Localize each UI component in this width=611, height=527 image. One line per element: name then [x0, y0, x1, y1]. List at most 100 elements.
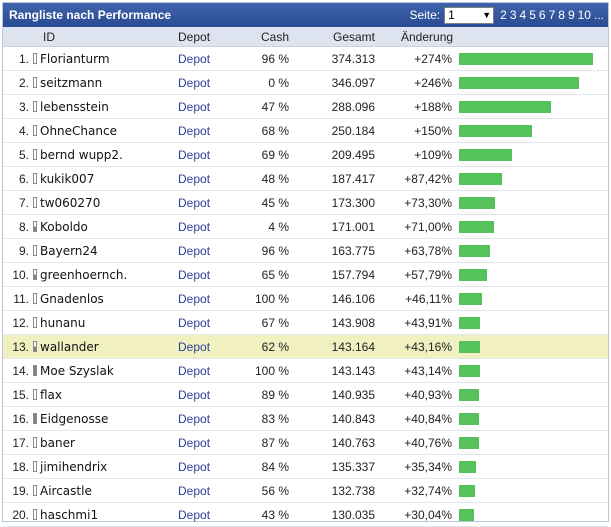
depot-link[interactable]: Depot — [178, 51, 211, 66]
user-name-link[interactable]: seitzmann — [40, 75, 103, 90]
id-cell: flax — [33, 388, 175, 402]
user-name-link[interactable]: bernd wupp2. — [40, 147, 123, 162]
rank-cell: 5. — [18, 147, 29, 162]
change-cell: +274% — [414, 51, 452, 66]
change-cell: +73,30% — [404, 195, 452, 210]
depot-link[interactable]: Depot — [178, 483, 211, 498]
id-column-header[interactable]: ID — [43, 29, 55, 44]
user-name-link[interactable]: jimihendrix — [40, 459, 108, 474]
user-name-link[interactable]: Koboldo — [40, 219, 88, 234]
cash-level-icon — [33, 293, 37, 304]
table-row: 7. tw060270 Depot 45 % 173.300 +73,30% — [3, 191, 608, 215]
cash-level-icon — [33, 437, 37, 448]
total-column-header[interactable]: Gesamt — [332, 29, 375, 44]
total-cell: 135.337 — [331, 459, 375, 474]
change-cell: +63,78% — [404, 243, 452, 258]
user-name-link[interactable]: flax — [40, 387, 63, 402]
total-cell: 374.313 — [331, 51, 375, 66]
user-name-link[interactable]: lebensstein — [40, 99, 109, 114]
id-cell: tw060270 — [33, 196, 175, 210]
total-cell: 209.495 — [331, 147, 375, 162]
page-link-10[interactable]: 10 — [577, 8, 591, 22]
page-link-2[interactable]: 2 — [500, 8, 507, 22]
performance-bar — [459, 100, 551, 113]
cash-cell: 100 % — [254, 363, 289, 378]
user-name-link[interactable]: hunanu — [40, 315, 86, 330]
rank-cell: 6. — [18, 171, 29, 186]
id-cell: wallander — [33, 340, 175, 354]
page-link-3[interactable]: 3 — [509, 8, 517, 22]
page-link-8[interactable]: 8 — [558, 8, 565, 22]
performance-bar-cell — [459, 52, 599, 65]
depot-link[interactable]: Depot — [178, 99, 211, 114]
page-link-9[interactable]: 9 — [567, 8, 575, 22]
total-cell: 288.096 — [331, 99, 375, 114]
user-name-link[interactable]: baner — [40, 435, 75, 450]
cash-level-icon — [33, 53, 37, 64]
depot-link[interactable]: Depot — [178, 459, 211, 474]
page-link-4[interactable]: 4 — [519, 8, 527, 22]
user-name-link[interactable]: greenhoernch. — [40, 267, 128, 282]
performance-bar-cell — [459, 100, 599, 113]
table-row: 17. baner Depot 87 % 140.763 +40,76% — [3, 431, 608, 455]
depot-link[interactable]: Depot — [178, 339, 211, 354]
depot-link[interactable]: Depot — [178, 123, 211, 138]
depot-link[interactable]: Depot — [178, 435, 211, 450]
performance-bar-cell — [459, 268, 599, 281]
page-link-6[interactable]: 6 — [538, 8, 546, 22]
user-name-link[interactable]: tw060270 — [40, 195, 101, 210]
depot-link[interactable]: Depot — [178, 243, 211, 258]
page-more[interactable]: ... — [593, 8, 604, 22]
user-name-link[interactable]: Moe Szyslak — [40, 363, 114, 378]
cash-column-header[interactable]: Cash — [260, 29, 289, 44]
rank-cell: 11. — [13, 291, 29, 306]
cash-level-icon — [33, 245, 37, 256]
page-link-5[interactable]: 5 — [529, 8, 536, 22]
depot-link[interactable]: Depot — [178, 147, 211, 162]
rank-cell: 4. — [18, 123, 29, 138]
rank-cell: 7. — [18, 195, 29, 210]
table-row: 6. kukik007 Depot 48 % 187.417 +87,42% — [3, 167, 608, 191]
cash-level-icon — [33, 461, 37, 472]
depot-link[interactable]: Depot — [178, 363, 211, 378]
depot-link[interactable]: Depot — [178, 387, 211, 402]
performance-bar — [459, 172, 502, 185]
user-name-link[interactable]: Eidgenosse — [40, 411, 109, 426]
user-name-link[interactable]: Gnadenlos — [40, 291, 104, 306]
change-cell: +71,00% — [404, 219, 452, 234]
change-cell: +87,42% — [404, 171, 452, 186]
cash-level-icon — [33, 389, 37, 400]
id-cell: bernd wupp2. — [33, 148, 175, 162]
depot-column-header[interactable]: Depot — [178, 29, 211, 44]
column-header-row: ID Depot Cash Gesamt Änderung — [3, 27, 608, 47]
user-name-link[interactable]: OhneChance — [40, 123, 117, 138]
depot-link[interactable]: Depot — [178, 291, 211, 306]
user-name-link[interactable]: Bayern24 — [40, 243, 98, 258]
change-cell: +43,16% — [404, 339, 452, 354]
user-name-link[interactable]: wallander — [40, 339, 99, 354]
user-name-link[interactable]: Aircastle — [40, 483, 92, 498]
depot-link[interactable]: Depot — [178, 75, 211, 90]
user-name-link[interactable]: haschmi1 — [40, 507, 99, 522]
table-row: 10. greenhoernch. Depot 65 % 157.794 +57,79% — [3, 263, 608, 287]
pager: Seite: 1 ▼ 2 3 4 5 6 7 8 9 10 ... — [409, 6, 604, 24]
id-cell: hunanu — [33, 316, 175, 330]
depot-link[interactable]: Depot — [178, 219, 211, 234]
cash-level-icon — [33, 485, 37, 496]
depot-link[interactable]: Depot — [178, 267, 211, 282]
depot-link[interactable]: Depot — [178, 315, 211, 330]
total-cell: 250.184 — [331, 123, 375, 138]
user-name-link[interactable]: Florianturm — [40, 51, 110, 66]
depot-link[interactable]: Depot — [178, 195, 211, 210]
cash-level-icon — [33, 125, 37, 136]
change-column-header[interactable]: Änderung — [401, 29, 454, 44]
id-cell: Eidgenosse — [33, 412, 175, 426]
page-link-7[interactable]: 7 — [548, 8, 556, 22]
depot-link[interactable]: Depot — [178, 171, 211, 186]
depot-link[interactable]: Depot — [178, 411, 211, 426]
depot-link[interactable]: Depot — [178, 507, 211, 522]
page-select[interactable]: 1 ▼ — [444, 6, 495, 24]
user-name-link[interactable]: kukik007 — [40, 171, 95, 186]
performance-bar-cell — [459, 388, 599, 401]
